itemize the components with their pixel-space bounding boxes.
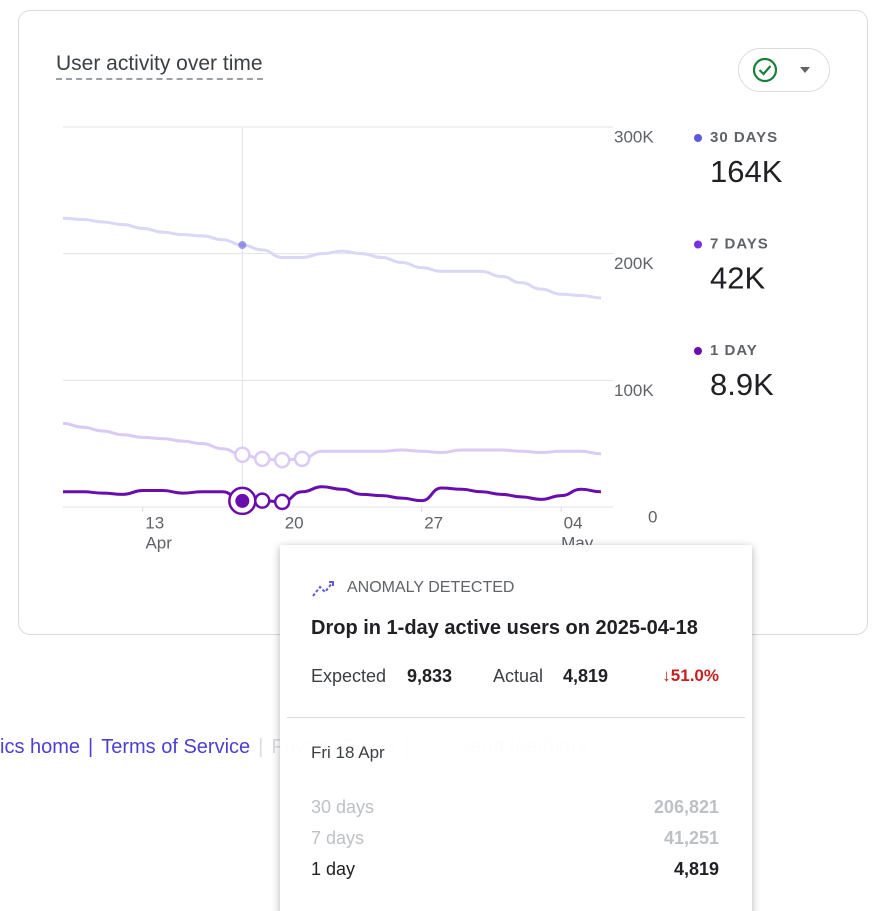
footer-link: | bbox=[258, 736, 264, 758]
anomaly-marker bbox=[234, 446, 251, 463]
card-title: User activity over time bbox=[56, 52, 263, 80]
series-line bbox=[62, 216, 602, 300]
check-mark bbox=[758, 65, 772, 76]
row-value: 4,819 bbox=[673, 859, 719, 879]
comparison-button[interactable] bbox=[738, 48, 830, 92]
x-tick-label: 20 bbox=[285, 513, 304, 532]
legend-name: 30 DAYS bbox=[710, 129, 778, 146]
anomaly-icon bbox=[312, 581, 334, 597]
row-value: 41,251 bbox=[663, 828, 719, 848]
anomaly-marker bbox=[254, 450, 271, 468]
value-row: 7 days 41,251 bbox=[311, 828, 719, 849]
value-row: 30 days 206,821 bbox=[311, 797, 719, 818]
x-tick-label: 27 bbox=[424, 513, 443, 532]
row-label: 30 days bbox=[311, 797, 375, 817]
legend-summary: 164K bbox=[710, 154, 783, 189]
change-value: 51.0% bbox=[670, 666, 719, 685]
hover-dot bbox=[238, 241, 247, 250]
anomaly-tooltip: ANOMALY DETECTED Drop in 1-day active us… bbox=[280, 545, 752, 911]
down-arrow: ↓ bbox=[662, 666, 671, 685]
y-tick-label: 300K bbox=[614, 127, 654, 146]
footer-link: ics home bbox=[0, 736, 81, 758]
anomaly-marker bbox=[254, 492, 271, 509]
x-tick-label: 13 bbox=[145, 513, 164, 532]
date: Fri 18 Apr bbox=[311, 743, 385, 762]
y-tick-label: 200K bbox=[614, 254, 654, 273]
dropdown-caret bbox=[800, 67, 810, 73]
value-row: 1 day 4,819 bbox=[311, 859, 719, 880]
anomaly-marker bbox=[273, 493, 291, 511]
row-label: 1 day bbox=[311, 859, 356, 879]
legend-dot bbox=[694, 347, 702, 355]
legend-summary: 42K bbox=[710, 261, 765, 296]
x-tick-label: 04 bbox=[564, 513, 583, 532]
series-line bbox=[63, 485, 602, 504]
heading: Drop in 1-day active users on 2025-04-18 bbox=[311, 617, 698, 639]
anomaly-icon-arrow bbox=[329, 581, 334, 586]
anomaly-marker bbox=[293, 450, 311, 468]
anomaly-icon-line bbox=[312, 581, 334, 597]
divider bbox=[287, 717, 745, 718]
y-tick-label: 100K bbox=[614, 381, 654, 400]
legend-name: 7 DAYS bbox=[710, 235, 769, 252]
check-icon bbox=[752, 57, 778, 83]
row-label: 7 days bbox=[311, 828, 365, 848]
actual-label: Actual bbox=[493, 666, 544, 686]
legend-dot bbox=[694, 134, 702, 142]
series-line bbox=[62, 421, 602, 462]
x-month-label: Apr bbox=[145, 533, 172, 552]
row-value: 206,821 bbox=[653, 797, 719, 817]
footer-link: Terms of Service bbox=[101, 736, 251, 758]
change: ↓51.0% bbox=[662, 666, 719, 686]
button-icons bbox=[752, 57, 810, 83]
expected-label: Expected bbox=[311, 666, 387, 686]
legend-dot bbox=[694, 240, 702, 249]
footer-link: | bbox=[88, 736, 94, 758]
expected-value: 9,833 bbox=[407, 666, 453, 686]
badge: ANOMALY DETECTED bbox=[347, 579, 515, 596]
y-tick-label: 0 bbox=[648, 507, 657, 526]
anomaly-marker-core bbox=[235, 493, 250, 508]
anomaly-marker bbox=[273, 451, 291, 469]
actual-value: 4,819 bbox=[563, 666, 609, 686]
legend-summary: 8.9K bbox=[710, 367, 774, 402]
legend-name: 1 DAY bbox=[710, 342, 758, 359]
